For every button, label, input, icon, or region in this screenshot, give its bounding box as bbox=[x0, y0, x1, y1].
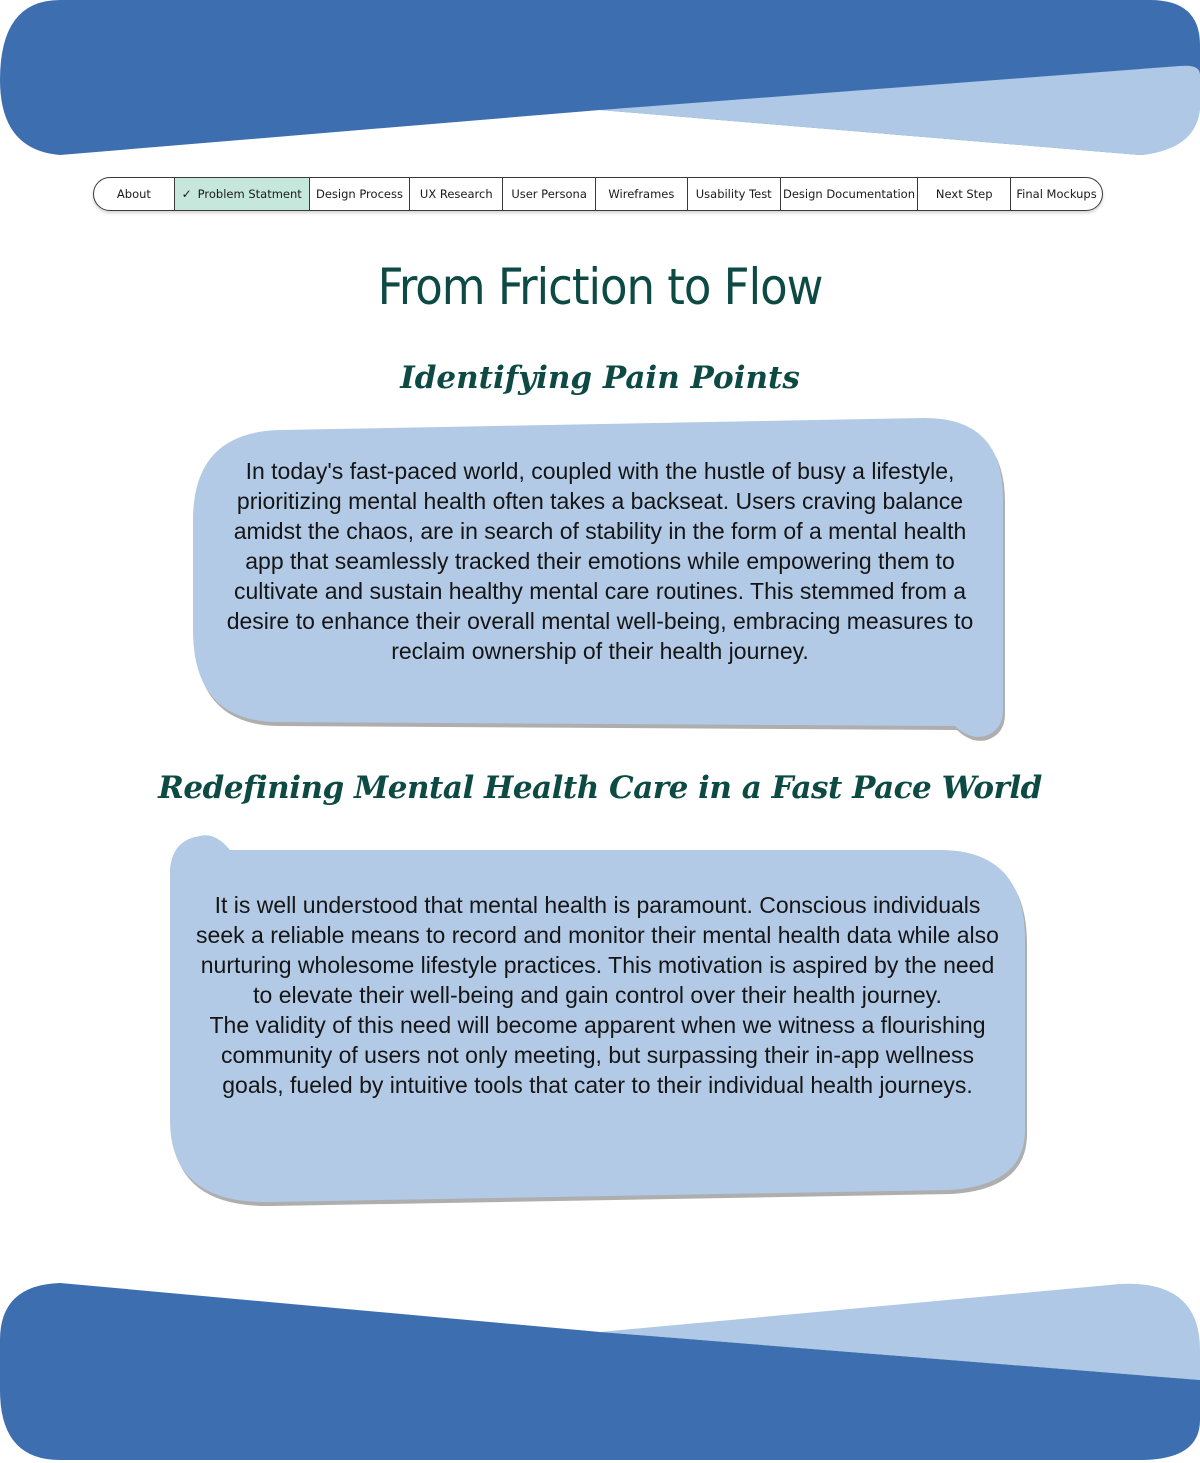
nav-tab-label: Usability Test bbox=[695, 187, 772, 201]
nav-tab-ux-research[interactable]: UX Research bbox=[410, 178, 504, 210]
nav-tab-label: Final Mockups bbox=[1016, 187, 1097, 201]
nav-tab-label: Next Step bbox=[935, 187, 993, 201]
nav-tab-label: Design Process bbox=[315, 187, 403, 201]
top-wave-decoration bbox=[0, 0, 1200, 155]
nav-tab-next-step[interactable]: Next Step bbox=[918, 178, 1012, 210]
nav-tab-problem-statement[interactable]: ✓ Problem Statment bbox=[174, 178, 310, 210]
speech-bubble-redefining-care bbox=[170, 835, 1027, 1207]
nav-tab-label: UX Research bbox=[419, 187, 493, 201]
nav-tab-wireframes[interactable]: Wireframes bbox=[596, 178, 688, 210]
check-icon: ✓ bbox=[181, 187, 192, 201]
nav-tab-label: User Persona bbox=[511, 187, 587, 201]
speech-bubble-pain-points bbox=[193, 418, 1005, 741]
section-heading-pain-points: Identifying Pain Points bbox=[400, 360, 800, 396]
nav-tab-about[interactable]: About bbox=[94, 178, 175, 210]
redefining-care-paragraph: It is well understood that mental health… bbox=[195, 890, 1000, 1100]
nav-tab-user-persona[interactable]: User Persona bbox=[503, 178, 596, 210]
redefining-care-paragraph-1: It is well understood that mental health… bbox=[196, 892, 999, 1008]
section-heading-redefining-care: Redefining Mental Health Care in a Fast … bbox=[158, 770, 1042, 806]
nav-tab-label: Problem Statment bbox=[197, 187, 302, 201]
nav-tab-usability-test[interactable]: Usability Test bbox=[688, 178, 781, 210]
nav-tab-label: Design Documentation bbox=[782, 187, 915, 201]
nav-tab-final-mockups[interactable]: Final Mockups bbox=[1011, 178, 1102, 210]
nav-tab-label: Wireframes bbox=[608, 187, 675, 201]
bottom-wave-decoration bbox=[0, 1283, 1200, 1460]
pain-points-paragraph: In today's fast-paced world, coupled wit… bbox=[226, 458, 974, 664]
redefining-care-paragraph-2: The validity of this need will become ap… bbox=[209, 1012, 986, 1098]
page-title: From Friction to Flow bbox=[377, 258, 824, 316]
nav-tab-label: About bbox=[116, 187, 151, 201]
nav-tab-design-documentation[interactable]: Design Documentation bbox=[781, 178, 919, 210]
nav-tab-design-process[interactable]: Design Process bbox=[310, 178, 411, 210]
section-nav-bar: About ✓ Problem Statment Design Process U… bbox=[93, 177, 1103, 211]
